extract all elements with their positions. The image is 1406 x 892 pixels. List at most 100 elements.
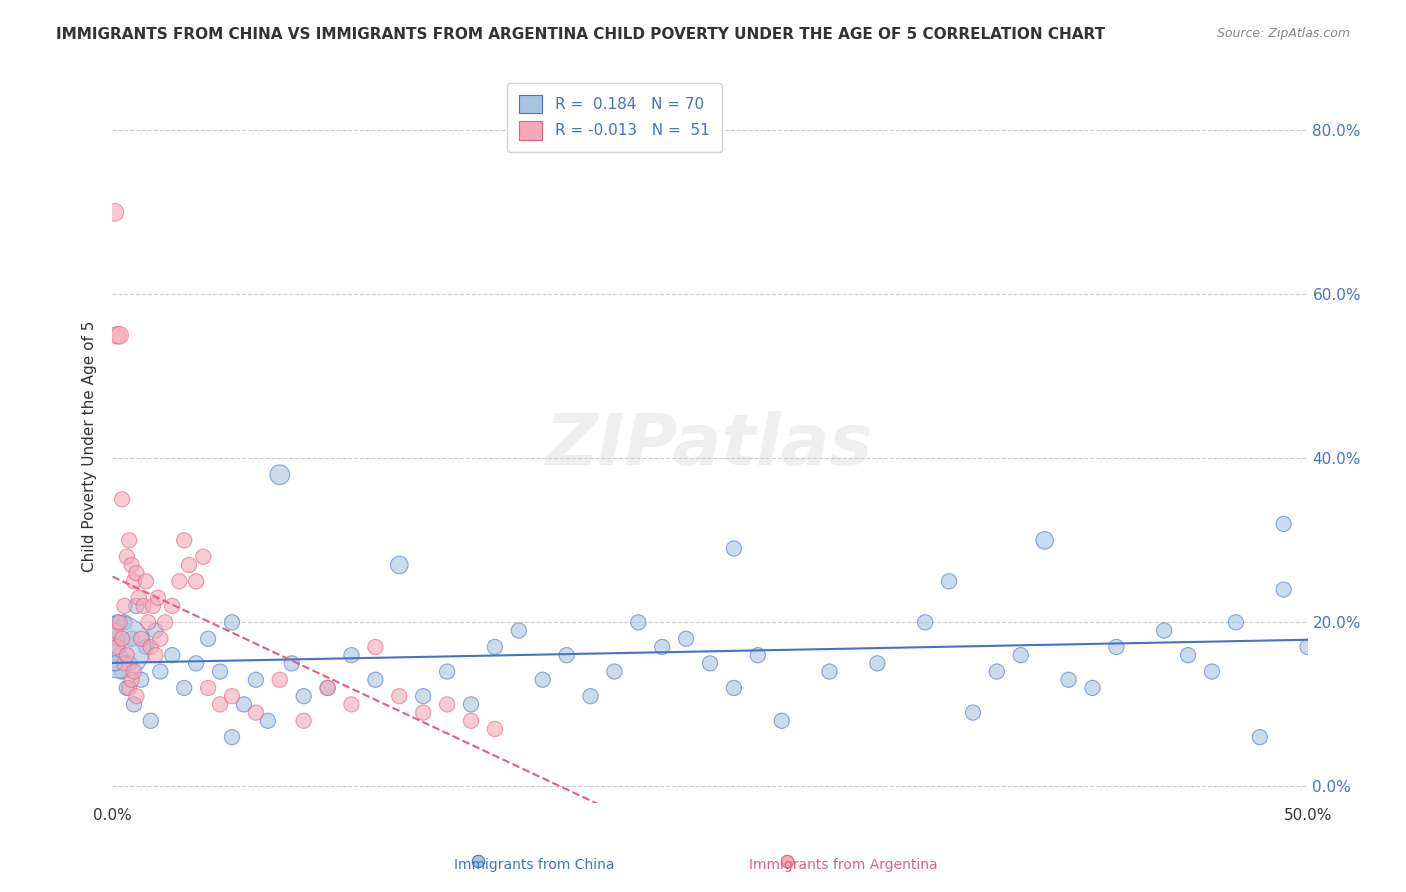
Point xyxy=(1057,673,1080,687)
Point xyxy=(412,689,434,703)
Point xyxy=(1272,516,1295,531)
Point xyxy=(364,640,387,654)
Text: Immigrants from China: Immigrants from China xyxy=(454,858,614,872)
Point xyxy=(125,566,148,581)
Point xyxy=(603,665,626,679)
Point xyxy=(138,615,160,630)
Point xyxy=(197,681,219,695)
Point xyxy=(162,648,183,662)
Point xyxy=(149,632,172,646)
Point xyxy=(1081,681,1104,695)
Point xyxy=(125,689,148,703)
Point xyxy=(115,549,138,564)
Point xyxy=(108,640,131,654)
Point xyxy=(651,640,673,654)
Point xyxy=(108,648,131,662)
Point xyxy=(436,665,458,679)
Point xyxy=(316,681,339,695)
Point xyxy=(1249,730,1271,744)
Point xyxy=(508,624,530,638)
Point xyxy=(108,328,131,343)
Point xyxy=(105,640,128,654)
Point xyxy=(269,673,291,687)
Point xyxy=(257,714,280,728)
Point xyxy=(627,615,650,630)
Point xyxy=(316,681,339,695)
Point xyxy=(118,533,141,548)
Point xyxy=(145,648,167,662)
Point xyxy=(1225,615,1247,630)
Point xyxy=(121,632,143,646)
Point xyxy=(149,665,172,679)
Point xyxy=(177,558,200,572)
Point xyxy=(197,632,219,646)
Point xyxy=(675,632,697,646)
Y-axis label: Child Poverty Under the Age of 5: Child Poverty Under the Age of 5 xyxy=(82,320,97,572)
Point xyxy=(114,657,135,671)
Point xyxy=(388,558,411,572)
Point xyxy=(723,541,745,556)
Point xyxy=(135,640,157,654)
Point xyxy=(388,689,411,703)
Point xyxy=(1272,582,1295,597)
Point xyxy=(105,328,128,343)
Text: Source: ZipAtlas.com: Source: ZipAtlas.com xyxy=(1216,27,1350,40)
Point xyxy=(221,730,243,744)
Point xyxy=(111,632,134,646)
Point xyxy=(104,624,127,638)
Point xyxy=(555,648,578,662)
Point xyxy=(245,673,267,687)
Point xyxy=(770,714,793,728)
Point xyxy=(962,706,984,720)
Point xyxy=(115,681,138,695)
Point xyxy=(132,599,155,613)
Point xyxy=(221,689,243,703)
Point xyxy=(173,533,195,548)
Point xyxy=(1105,640,1128,654)
Point xyxy=(221,615,243,630)
Point xyxy=(209,698,232,712)
Point xyxy=(186,574,208,589)
Point xyxy=(135,574,157,589)
Point xyxy=(125,599,148,613)
Point xyxy=(104,205,127,219)
Point xyxy=(153,615,176,630)
Point xyxy=(986,665,1008,679)
Point xyxy=(579,689,602,703)
Point xyxy=(118,657,141,671)
Point xyxy=(111,665,134,679)
Point xyxy=(122,698,145,712)
Point xyxy=(747,648,769,662)
Point xyxy=(467,854,489,868)
Point xyxy=(108,615,131,630)
Point xyxy=(531,673,554,687)
Point xyxy=(1177,648,1199,662)
Point xyxy=(292,714,315,728)
Point xyxy=(1033,533,1056,548)
Legend: R =  0.184   N = 70, R = -0.013   N =  51: R = 0.184 N = 70, R = -0.013 N = 51 xyxy=(508,83,721,152)
Point xyxy=(776,854,799,868)
Point xyxy=(173,681,195,695)
Point xyxy=(129,632,152,646)
Text: ZIPatlas: ZIPatlas xyxy=(547,411,873,481)
Point xyxy=(139,714,162,728)
Text: Immigrants from Argentina: Immigrants from Argentina xyxy=(749,858,938,872)
Point xyxy=(209,665,232,679)
Point xyxy=(122,574,145,589)
Point xyxy=(460,698,482,712)
Point xyxy=(115,648,138,662)
Point xyxy=(114,615,135,630)
Point xyxy=(818,665,841,679)
Point xyxy=(269,467,291,482)
Point xyxy=(128,591,150,605)
Point xyxy=(162,599,183,613)
Point xyxy=(1010,648,1032,662)
Point xyxy=(145,624,167,638)
Point xyxy=(139,640,162,654)
Point xyxy=(186,657,208,671)
Point xyxy=(105,615,128,630)
Text: IMMIGRANTS FROM CHINA VS IMMIGRANTS FROM ARGENTINA CHILD POVERTY UNDER THE AGE O: IMMIGRANTS FROM CHINA VS IMMIGRANTS FROM… xyxy=(56,27,1105,42)
Point xyxy=(129,673,152,687)
Point xyxy=(118,681,141,695)
Point xyxy=(1296,640,1319,654)
